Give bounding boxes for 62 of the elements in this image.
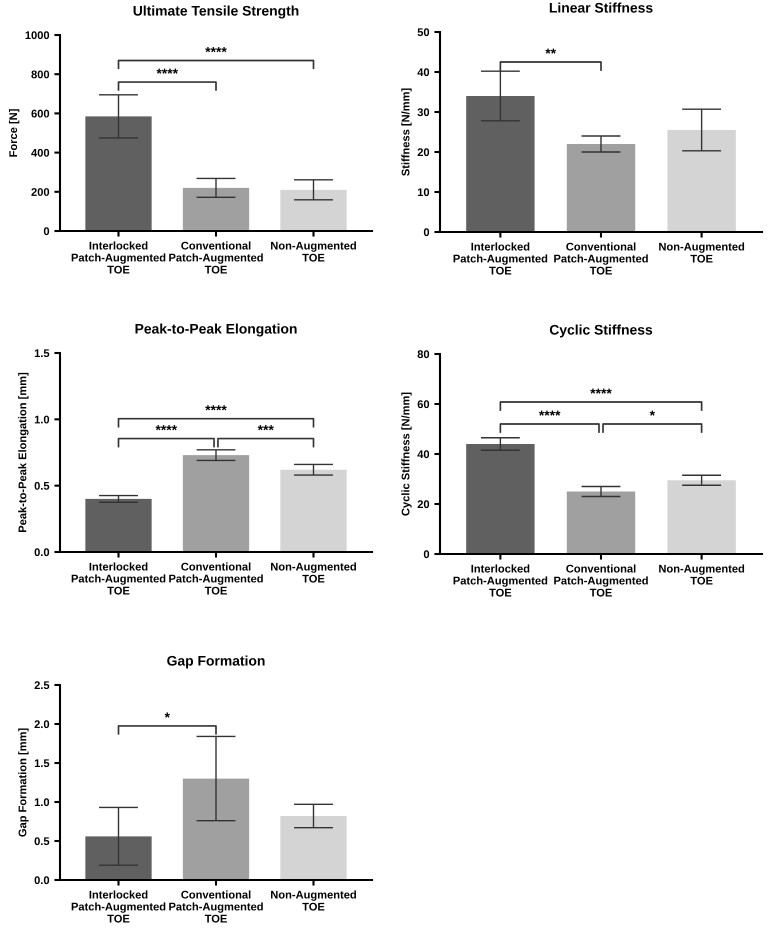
x-tick-label: Interlocked Patch-Augmented TOE — [72, 241, 166, 274]
annotation: **** — [205, 47, 227, 52]
y-tick-label: 40 — [417, 68, 430, 76]
x-tick-label: Conventional Patch-Augmented TOE — [169, 890, 263, 923]
annotation: **** — [590, 388, 612, 394]
x-tick-label: Non-Augmented TOE — [271, 890, 356, 911]
chart-title: Ultimate Tensile Strength — [134, 5, 298, 18]
annotation: ** — [545, 48, 556, 54]
y-tick-label: 50 — [418, 28, 430, 36]
x-tick-label: Interlocked Patch-Augmented TOE — [454, 242, 548, 275]
y-tick-label: 400 — [31, 148, 50, 157]
y-tick-label: 1000 — [26, 31, 50, 40]
x-tick-label: Non-Augmented TOE — [659, 564, 744, 585]
x-tick-label: Conventional Patch-Augmented TOE — [169, 562, 263, 595]
y-tick-label: 600 — [31, 110, 50, 118]
y-tick-label: 0 — [424, 228, 430, 236]
y-tick-label: 0 — [424, 550, 430, 558]
chart-title: Peak-to-Peak Elongation — [136, 323, 297, 336]
y-tick-label: 30 — [417, 108, 430, 116]
y-tick-label: 0.0 — [34, 548, 50, 556]
annotation: * — [164, 712, 170, 718]
y-tick-label: 2.0 — [34, 720, 50, 728]
y-tick-label: 0.5 — [34, 837, 50, 846]
y-tick-label: 1.0 — [34, 798, 50, 806]
y-axis-title: Cyclic Stiffness [N/mm] — [401, 392, 412, 516]
annotation: **** — [538, 410, 560, 416]
y-axis-title: Peak-to-Peak Elongation [mm] — [18, 372, 29, 532]
y-tick-label: 20 — [418, 500, 430, 508]
annotation: **** — [156, 68, 178, 74]
y-tick-label: 2.5 — [34, 681, 50, 690]
x-tick-label: Conventional Patch-Augmented TOE — [169, 241, 263, 274]
chart-title: Linear Stiffness — [550, 2, 653, 13]
y-tick-label: 1.5 — [34, 759, 50, 768]
y-tick-label: 0.0 — [34, 876, 50, 884]
y-axis-title: Force [N] — [8, 109, 20, 157]
y-tick-label: 10 — [418, 188, 430, 196]
x-tick-label: Interlocked Patch-Augmented TOE — [72, 562, 166, 595]
x-tick-label: Conventional Patch-Augmented TOE — [554, 564, 648, 597]
y-axis-title: Gap Formation [mm] — [18, 728, 29, 837]
annotation: **** — [156, 425, 178, 430]
annotation: * — [650, 410, 656, 416]
y-tick-label: 800 — [31, 70, 50, 78]
annotation: *** — [258, 425, 274, 430]
chart-title: Gap Formation — [167, 655, 265, 668]
x-tick-label: Non-Augmented TOE — [659, 242, 744, 263]
y-tick-label: 20 — [418, 148, 430, 156]
y-axis-title: Stiffness [N/mm] — [401, 88, 412, 176]
y-tick-label: 1.0 — [34, 416, 50, 424]
y-tick-label: 0 — [44, 227, 50, 236]
x-tick-label: Interlocked Patch-Augmented TOE — [72, 890, 166, 923]
y-tick-label: 60 — [418, 400, 430, 408]
x-tick-label: Interlocked Patch-Augmented TOE — [454, 564, 548, 597]
y-tick-label: 1.5 — [34, 349, 50, 358]
x-tick-label: Non-Augmented TOE — [271, 562, 356, 583]
annotation: **** — [205, 405, 227, 410]
y-tick-label: 40 — [417, 450, 430, 458]
y-tick-label: 80 — [418, 350, 430, 358]
x-tick-label: Conventional Patch-Augmented TOE — [554, 242, 648, 275]
chart-title: Cyclic Stiffness — [550, 324, 652, 338]
y-tick-label: 0.5 — [34, 482, 50, 490]
x-tick-label: Non-Augmented TOE — [271, 241, 356, 262]
y-tick-label: 200 — [31, 188, 50, 196]
